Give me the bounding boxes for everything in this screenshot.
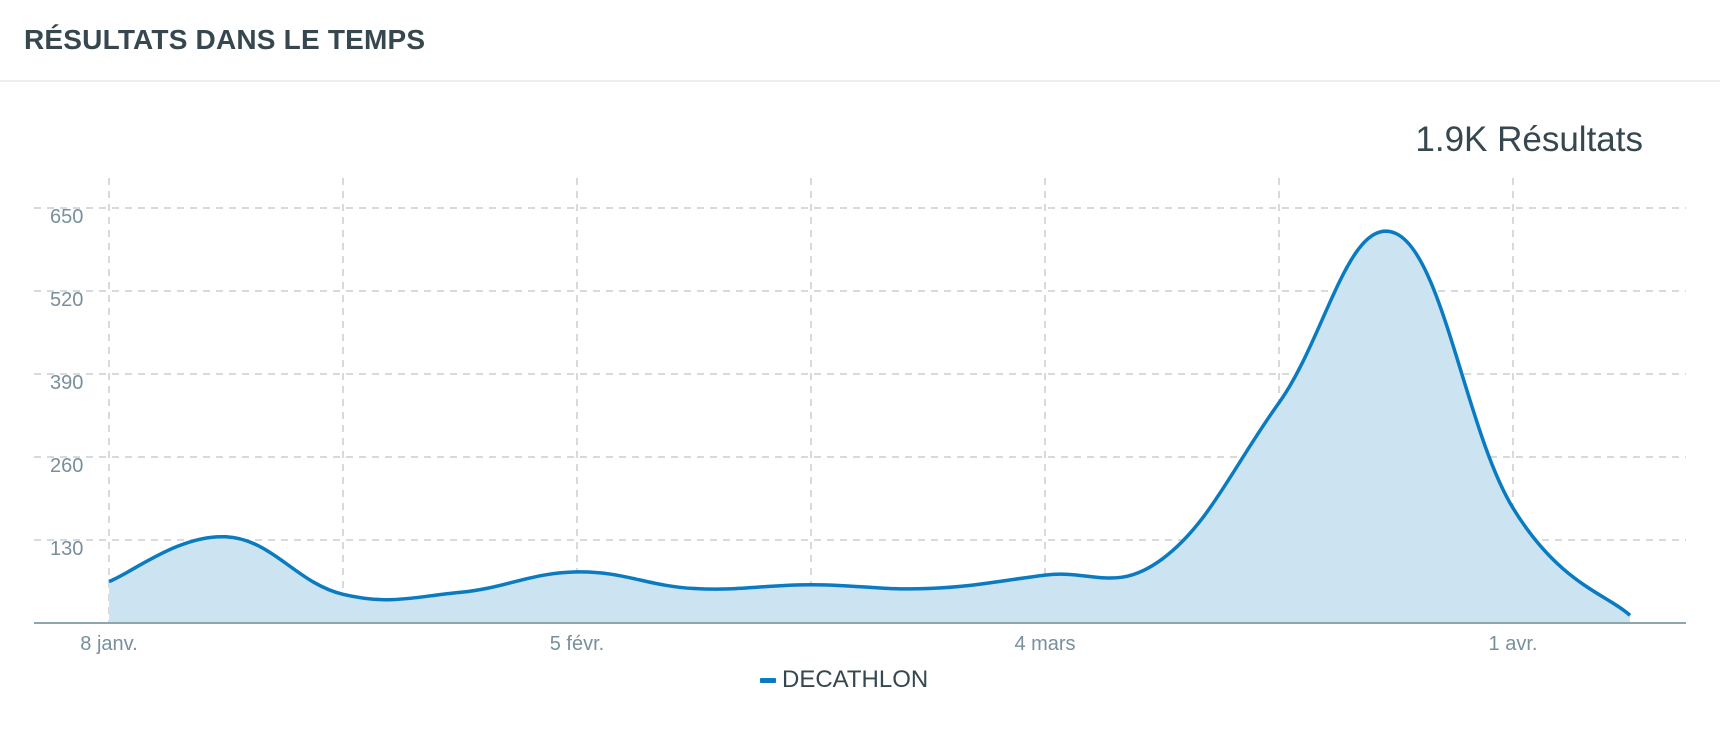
data-point[interactable]	[1160, 557, 1165, 562]
y-tick-label: 520	[50, 289, 83, 311]
card-title: RÉSULTATS DANS LE TEMPS	[24, 24, 426, 55]
x-tick-label: 5 févr.	[550, 633, 604, 655]
data-point[interactable]	[224, 534, 229, 539]
legend-swatch	[760, 677, 776, 683]
y-tick-label: 130	[50, 538, 83, 560]
data-point[interactable]	[458, 590, 463, 595]
horizontal-gridlines	[34, 207, 1686, 541]
data-point[interactable]	[1043, 573, 1048, 578]
y-tick-label: 260	[50, 455, 83, 477]
total-results-label: 1.9K Résultats	[1415, 120, 1643, 159]
data-point[interactable]	[1628, 613, 1633, 618]
data-point[interactable]	[575, 569, 580, 574]
data-point[interactable]	[1394, 231, 1399, 236]
data-point[interactable]	[1511, 506, 1516, 511]
y-tick-labels: 130 260 390 520 650	[50, 206, 83, 560]
series-area-decathlon	[109, 231, 1630, 623]
series-line-decathlon[interactable]	[108, 229, 1632, 617]
card-header: RÉSULTATS DANS LE TEMPS	[0, 0, 1720, 82]
y-tick-label: 650	[50, 206, 83, 228]
x-tick-label: 4 mars	[1014, 633, 1075, 655]
data-point[interactable]	[926, 586, 931, 591]
legend-item-decathlon[interactable]: DECATHLON	[760, 666, 928, 694]
data-point[interactable]	[107, 579, 112, 584]
data-point[interactable]	[341, 592, 346, 597]
data-point[interactable]	[809, 582, 814, 587]
x-tick-labels: 8 janv. 5 févr. 4 mars 1 avr.	[80, 633, 1537, 655]
x-tick-label: 8 janv.	[80, 633, 137, 655]
series-layer	[107, 229, 1633, 623]
y-tick-label: 390	[50, 372, 83, 394]
x-tick-label: 1 avr.	[1489, 633, 1538, 655]
data-point[interactable]	[692, 586, 697, 591]
legend-label: DECATHLON	[782, 666, 929, 693]
data-point[interactable]	[1277, 400, 1282, 405]
